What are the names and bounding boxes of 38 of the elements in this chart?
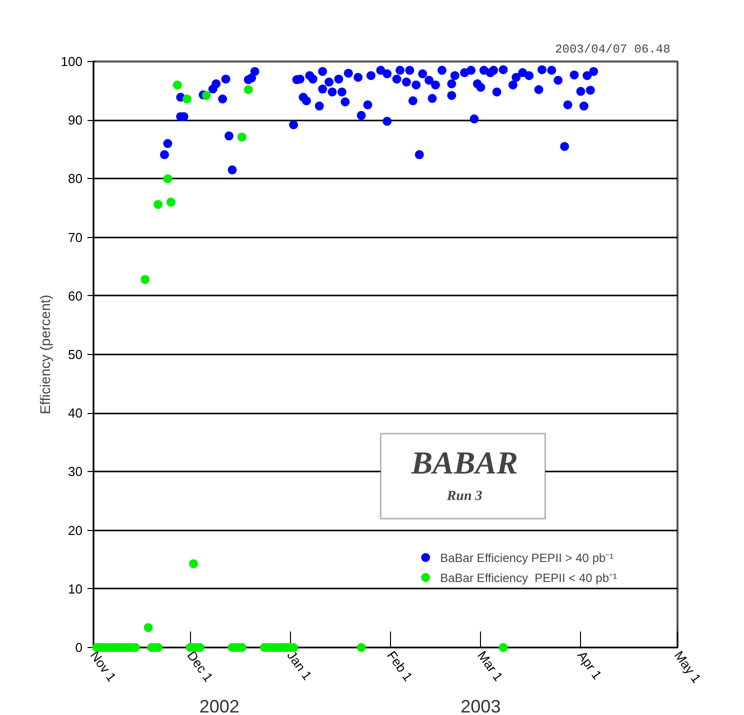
y-tick-label: 40 [68,406,83,421]
y-tick-label: 0 [75,640,83,655]
y-tick-label: 100 [60,54,83,69]
point [202,90,211,100]
y-tick-label: 60 [68,288,83,304]
x-tick-label: Nov 1 [87,648,120,684]
y-tick-label: 20 [68,522,83,538]
x-tick-label: Feb 1 [384,648,416,684]
point [237,132,246,142]
y-tick-label: 70 [68,230,83,245]
point [166,198,176,207]
point [144,623,153,632]
x-tick-label: Dec 1 [184,648,216,684]
y-tick-label: 30 [68,464,83,480]
point [154,200,163,209]
y-tick-label: 50 [68,347,83,362]
x-tick-label: Jan 1 [284,648,315,683]
y-tick-label: 90 [68,112,83,128]
point [498,643,508,652]
text: 2003 [460,696,501,715]
x-tick-label: Apr 1 [574,648,605,682]
point [140,275,150,284]
point [189,559,198,568]
chart-title: 2003/04/07 06.48 [555,42,670,56]
annotation: Run 3 [446,488,482,504]
y-tick-label: 10 [68,581,83,596]
point [356,643,366,652]
point [172,80,182,90]
legend-label: BaBar Efficiency PEPII < 40 pb⁻¹ [440,570,617,586]
annotation: BABAR [410,444,518,480]
point [182,94,192,104]
y-axis-title: Efficiency (percent) [36,294,53,414]
text: 2002 [199,696,240,715]
point [163,174,172,184]
point [244,85,253,94]
legend-label: BaBar Efficiency PEPII > 40 pb⁻¹ [440,550,614,566]
x-tick-label: Mar 1 [474,648,506,684]
y-tick-label: 80 [68,171,83,186]
